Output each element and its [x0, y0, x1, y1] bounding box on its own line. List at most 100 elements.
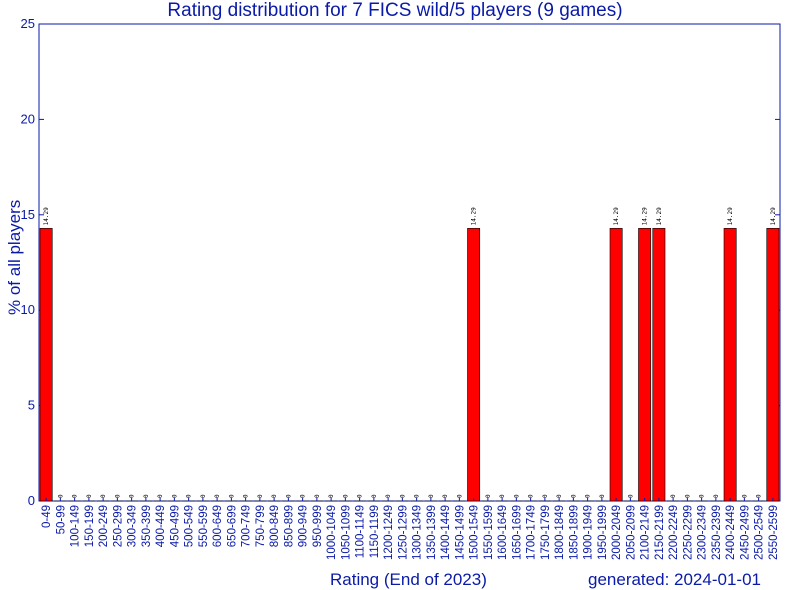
value-label: 0 — [86, 494, 93, 498]
value-label: 0 — [214, 494, 221, 498]
value-label: 0 — [300, 494, 307, 498]
value-label: 0 — [257, 494, 264, 498]
x-tick-label: 400-449 — [155, 505, 167, 547]
value-label: 14.29 — [613, 207, 620, 225]
value-label: 0 — [114, 494, 121, 498]
x-tick-label: 1250-1299 — [397, 505, 409, 560]
x-tick-label: 500-549 — [184, 505, 196, 547]
value-label: 14.29 — [43, 207, 50, 225]
x-tick-label: 2150-2199 — [654, 505, 666, 560]
y-tick-label: 10 — [21, 302, 35, 317]
bar — [652, 228, 666, 502]
value-label: 0 — [342, 494, 349, 498]
x-tick-label: 1800-1849 — [554, 505, 566, 560]
x-tick-label: 2000-2049 — [611, 505, 623, 560]
x-tick-label: 1150-1199 — [369, 505, 381, 558]
x-tick-label: 1750-1799 — [540, 505, 552, 560]
x-tick-label: 2250-2299 — [682, 505, 694, 560]
x-tick-label: 900-949 — [298, 505, 310, 547]
value-label: 0 — [570, 494, 577, 498]
y-tick-label: 20 — [21, 111, 35, 126]
value-label: 0 — [599, 494, 606, 498]
x-tick-label: 700-749 — [241, 505, 253, 547]
x-axis-label: Rating (End of 2023) — [330, 570, 487, 589]
value-label: 0 — [200, 494, 207, 498]
x-tick-label: 250-299 — [112, 505, 124, 547]
value-label: 0 — [385, 494, 392, 498]
value-label: 0 — [157, 494, 164, 498]
value-label: 0 — [485, 494, 492, 498]
x-tick-label: 200-249 — [98, 505, 110, 547]
plot-frame — [38, 23, 781, 502]
x-tick-label: 1050-1099 — [340, 505, 352, 560]
x-tick-label: 50-99 — [55, 505, 67, 534]
value-label: 0 — [100, 494, 107, 498]
value-label: 0 — [171, 494, 178, 498]
x-tick-label: 550-599 — [198, 505, 210, 547]
x-tick-label: 2400-2449 — [725, 505, 737, 560]
value-label: 0 — [713, 494, 720, 498]
value-label: 0 — [556, 494, 563, 498]
x-tick-label: 350-399 — [141, 505, 153, 547]
value-label: 0 — [741, 494, 748, 498]
x-tick-label: 1200-1249 — [383, 505, 395, 560]
x-tick-label: 2550-2599 — [768, 505, 780, 560]
x-tick-label: 0-49 — [41, 505, 53, 528]
value-label: 0 — [57, 494, 64, 498]
y-axis-label: % of all players — [5, 199, 24, 315]
x-tick-label: 1100-1149 — [355, 505, 367, 558]
value-label: 0 — [328, 494, 335, 498]
value-label: 0 — [285, 494, 292, 498]
x-tick-label: 100-149 — [70, 505, 82, 547]
x-tick-label: 1500-1549 — [469, 505, 481, 560]
x-tick-label: 1400-1449 — [440, 505, 452, 560]
value-label: 0 — [371, 494, 378, 498]
bar — [638, 228, 652, 502]
x-tick-label: 950-999 — [312, 505, 324, 547]
value-label: 0 — [542, 494, 549, 498]
x-tick-label: 2350-2399 — [711, 505, 723, 560]
value-label: 14.29 — [770, 207, 777, 225]
x-tick-label: 1550-1599 — [483, 505, 495, 560]
value-label: 0 — [499, 494, 506, 498]
value-label: 0 — [186, 494, 193, 498]
x-tick-label: 1700-1749 — [526, 505, 538, 560]
x-tick-label: 650-699 — [226, 505, 238, 547]
value-label: 0 — [456, 494, 463, 498]
value-label: 0 — [756, 494, 763, 498]
x-tick-label: 1350-1399 — [426, 505, 438, 560]
x-tick-label: 2450-2499 — [739, 505, 751, 560]
x-tick-label: 1600-1649 — [497, 505, 509, 560]
value-label: 0 — [684, 494, 691, 498]
x-tick-label: 2500-2549 — [754, 505, 766, 560]
chart-title: Rating distribution for 7 FICS wild/5 pl… — [167, 0, 623, 21]
bar — [766, 228, 780, 502]
x-tick-label: 1950-1999 — [597, 505, 609, 560]
value-label: 0 — [243, 494, 250, 498]
x-tick-label: 1300-1349 — [412, 505, 424, 560]
value-label: 0 — [399, 494, 406, 498]
x-tick-label: 750-799 — [255, 505, 267, 547]
value-label: 0 — [143, 494, 150, 498]
value-label: 0 — [228, 494, 235, 498]
bar — [39, 228, 53, 502]
value-label: 0 — [428, 494, 435, 498]
x-tick-label: 800-849 — [269, 505, 281, 547]
generated-date: generated: 2024-01-01 — [588, 570, 761, 589]
value-label: 0 — [414, 494, 421, 498]
x-tick-label: 300-349 — [127, 505, 139, 547]
x-tick-label: 1900-1949 — [583, 505, 595, 560]
x-tick-label: 1450-1499 — [454, 505, 466, 560]
value-label: 0 — [585, 494, 592, 498]
value-label: 14.29 — [471, 207, 478, 225]
x-tick-label: 1850-1899 — [568, 505, 580, 560]
x-tick-label: 2050-2099 — [625, 505, 637, 560]
bar — [467, 228, 481, 502]
x-tick-label: 1650-1699 — [511, 505, 523, 560]
x-tick-label: 2300-2349 — [697, 505, 709, 560]
y-tick-label: 5 — [28, 398, 35, 413]
bar — [723, 228, 737, 502]
y-tick-label: 25 — [21, 16, 35, 31]
y-tick-label: 0 — [28, 493, 35, 508]
